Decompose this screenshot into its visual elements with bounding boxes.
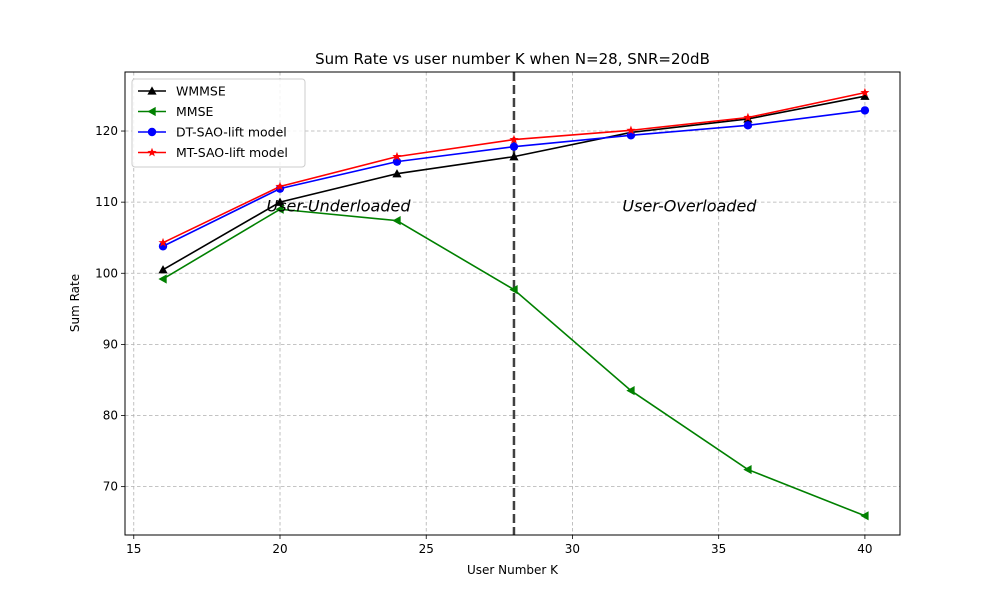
y-axis-label: Sum Rate [68,274,82,332]
data-point-wmmse [158,265,168,274]
y-tick-label: 90 [103,337,118,351]
annotation-user-underloaded: User-Underloaded [266,197,411,216]
y-tick-label: 110 [95,195,118,209]
data-point-mmse [860,511,869,521]
data-point-mt-sao-lift-model [158,237,168,247]
data-point-mt-sao-lift-model [392,151,402,161]
legend-label-wmmse: WMMSE [176,84,226,99]
data-point-dt-sao-lift-model [626,131,636,140]
annotations: User-Underloaded User-Overloaded [266,197,757,216]
x-tick-label: 35 [711,542,726,556]
data-point-mt-sao-lift-model [743,112,753,122]
x-tick-label: 20 [272,542,287,556]
legend-marker-mmse [147,106,156,117]
data-point-mt-sao-lift-model [509,134,519,144]
ticks: 15 20 25 30 35 40 70 80 90 100 110 120 [95,124,872,556]
data-point-wmmse [392,169,402,178]
legend-label-mmse: MMSE [176,104,214,119]
series-mmse [158,204,869,521]
x-axis-label: User Number K [467,563,559,577]
y-tick-label: 120 [95,124,118,138]
plot-frame [124,71,901,536]
x-tick-label: 25 [419,542,434,556]
data-point-wmmse [509,152,519,161]
data-point-dt-sao-lift-model [860,106,870,115]
data-point-mmse [743,464,752,475]
data-point-mmse [275,204,284,214]
data-point-dt-sao-lift-model [392,157,402,166]
data-point-wmmse [275,197,285,206]
legend-label-mt-sao-lift-model: MT-SAO-lift model [176,145,288,160]
x-tick-label: 15 [126,542,141,556]
x-tick-label: 30 [565,542,580,556]
series-layer [158,87,870,521]
y-tick-label: 80 [103,409,118,423]
data-point-mt-sao-lift-model [860,87,870,97]
data-point-mt-sao-lift-model [626,125,636,135]
data-point-dt-sao-lift-model [509,142,519,151]
y-tick-label: 100 [95,266,118,280]
legend-marker-mt-sao-lift-model [147,147,157,157]
legend-marker-dt-sao-lift-model [147,127,157,137]
data-point-mmse [158,274,167,284]
data-point-dt-sao-lift-model [743,121,753,130]
y-tick-label: 70 [103,480,118,494]
legend-box [131,78,306,168]
legend-marker-wmmse [147,86,157,95]
legend: WMMSE MMSE DT-SAO-lift model MT-SAO-lift mo… [131,78,306,168]
annotation-user-overloaded: User-Overloaded [622,197,757,216]
legend-label-dt-sao-lift-model: DT-SAO-lift model [176,125,287,140]
data-point-mmse [392,216,401,226]
data-point-mmse [626,386,635,396]
x-tick-label: 40 [857,542,872,556]
chart-title: Sum Rate vs user number K when N=28, SNR… [315,50,710,68]
data-point-mt-sao-lift-model [275,181,285,191]
data-point-mmse [509,285,518,295]
data-point-wmmse [860,91,870,100]
series-mt-sao-lift-model [158,87,870,247]
